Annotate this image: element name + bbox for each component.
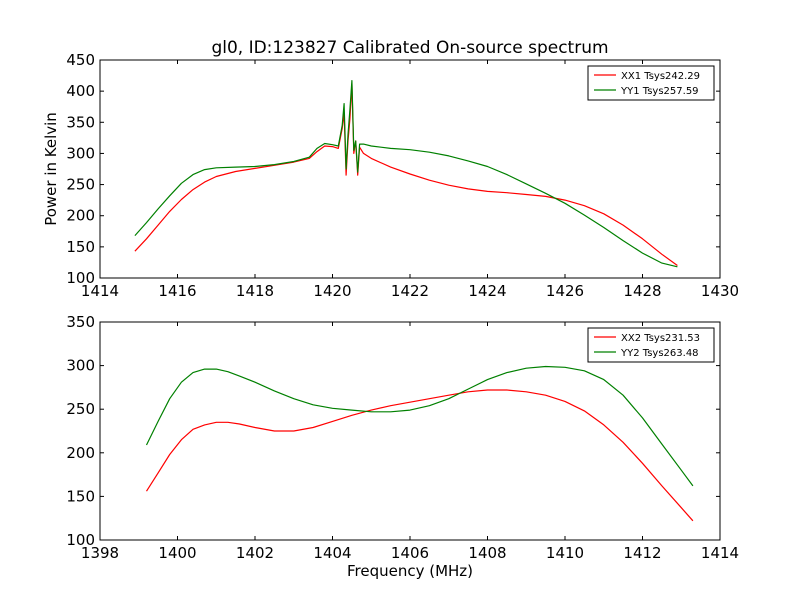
x-tick-label: 1422 bbox=[391, 282, 429, 300]
series-line-xx bbox=[145, 389, 694, 522]
x-tick-label: 1404 bbox=[313, 544, 351, 562]
series-line-yy bbox=[145, 365, 694, 487]
x-tick-label: 1400 bbox=[158, 544, 196, 562]
series-line-yy bbox=[134, 79, 678, 268]
y-tick-label: 300 bbox=[66, 144, 95, 162]
y-tick-label: 200 bbox=[66, 444, 95, 462]
legend-entry: YY2 Tsys263.48 bbox=[620, 348, 699, 359]
legend-entry: XX1 Tsys242.29 bbox=[621, 71, 700, 82]
x-tick-label: 1430 bbox=[701, 282, 739, 300]
x-tick-label: 1414 bbox=[81, 282, 119, 300]
series-group bbox=[134, 79, 678, 268]
y-tick-label: 150 bbox=[66, 238, 95, 256]
x-tick-label: 1428 bbox=[623, 282, 661, 300]
y-tick-label: 150 bbox=[66, 487, 95, 505]
y-tick-label: 250 bbox=[66, 400, 95, 418]
y-tick-label: 350 bbox=[66, 313, 95, 331]
legend-entry: XX2 Tsys231.53 bbox=[621, 333, 700, 344]
x-axis-label: Frequency (MHz) bbox=[347, 562, 473, 580]
y-axis-label: Power in Kelvin bbox=[42, 112, 60, 226]
top-spectrum-plot: 1414 1416 1418 1420 1422 1424 1426 1428 1430 100 1… bbox=[42, 51, 739, 300]
x-tick-label: 1414 bbox=[701, 544, 739, 562]
x-tick-label: 1406 bbox=[391, 544, 429, 562]
x-tick-label: 1412 bbox=[623, 544, 661, 562]
figure-title: gl0, ID:123827 Calibrated On-source spec… bbox=[211, 38, 608, 58]
x-tick-label: 1418 bbox=[236, 282, 274, 300]
x-tick-label: 1402 bbox=[236, 544, 274, 562]
x-tick-label: 1398 bbox=[81, 544, 119, 562]
x-tick-label: 1426 bbox=[546, 282, 584, 300]
y-tick-label: 100 bbox=[66, 269, 95, 287]
y-tick-label: 100 bbox=[66, 531, 95, 549]
legend-box bbox=[587, 327, 715, 363]
legend: XX2 Tsys231.53 YY2 Tsys263.48 bbox=[587, 327, 715, 363]
x-tick-label: 1408 bbox=[468, 544, 506, 562]
x-tick-label: 1420 bbox=[313, 282, 351, 300]
legend-box bbox=[587, 65, 715, 101]
x-tick-label: 1416 bbox=[158, 282, 196, 300]
y-tick-label: 300 bbox=[66, 357, 95, 375]
y-tick-label: 400 bbox=[66, 82, 95, 100]
y-tick-label: 450 bbox=[66, 51, 95, 69]
y-tick-label: 350 bbox=[66, 113, 95, 131]
legend: XX1 Tsys242.29 YY1 Tsys257.59 bbox=[587, 65, 715, 101]
x-tick-label: 1424 bbox=[468, 282, 506, 300]
x-tick-label: 1410 bbox=[546, 544, 584, 562]
legend-entry: YY1 Tsys257.59 bbox=[620, 86, 699, 97]
y-tick-label: 250 bbox=[66, 176, 95, 194]
series-group bbox=[145, 365, 694, 522]
y-tick-label: 200 bbox=[66, 207, 95, 225]
bottom-spectrum-plot: 1398 1400 1402 1404 1406 1408 1410 1412 1414 100 1… bbox=[66, 313, 739, 580]
